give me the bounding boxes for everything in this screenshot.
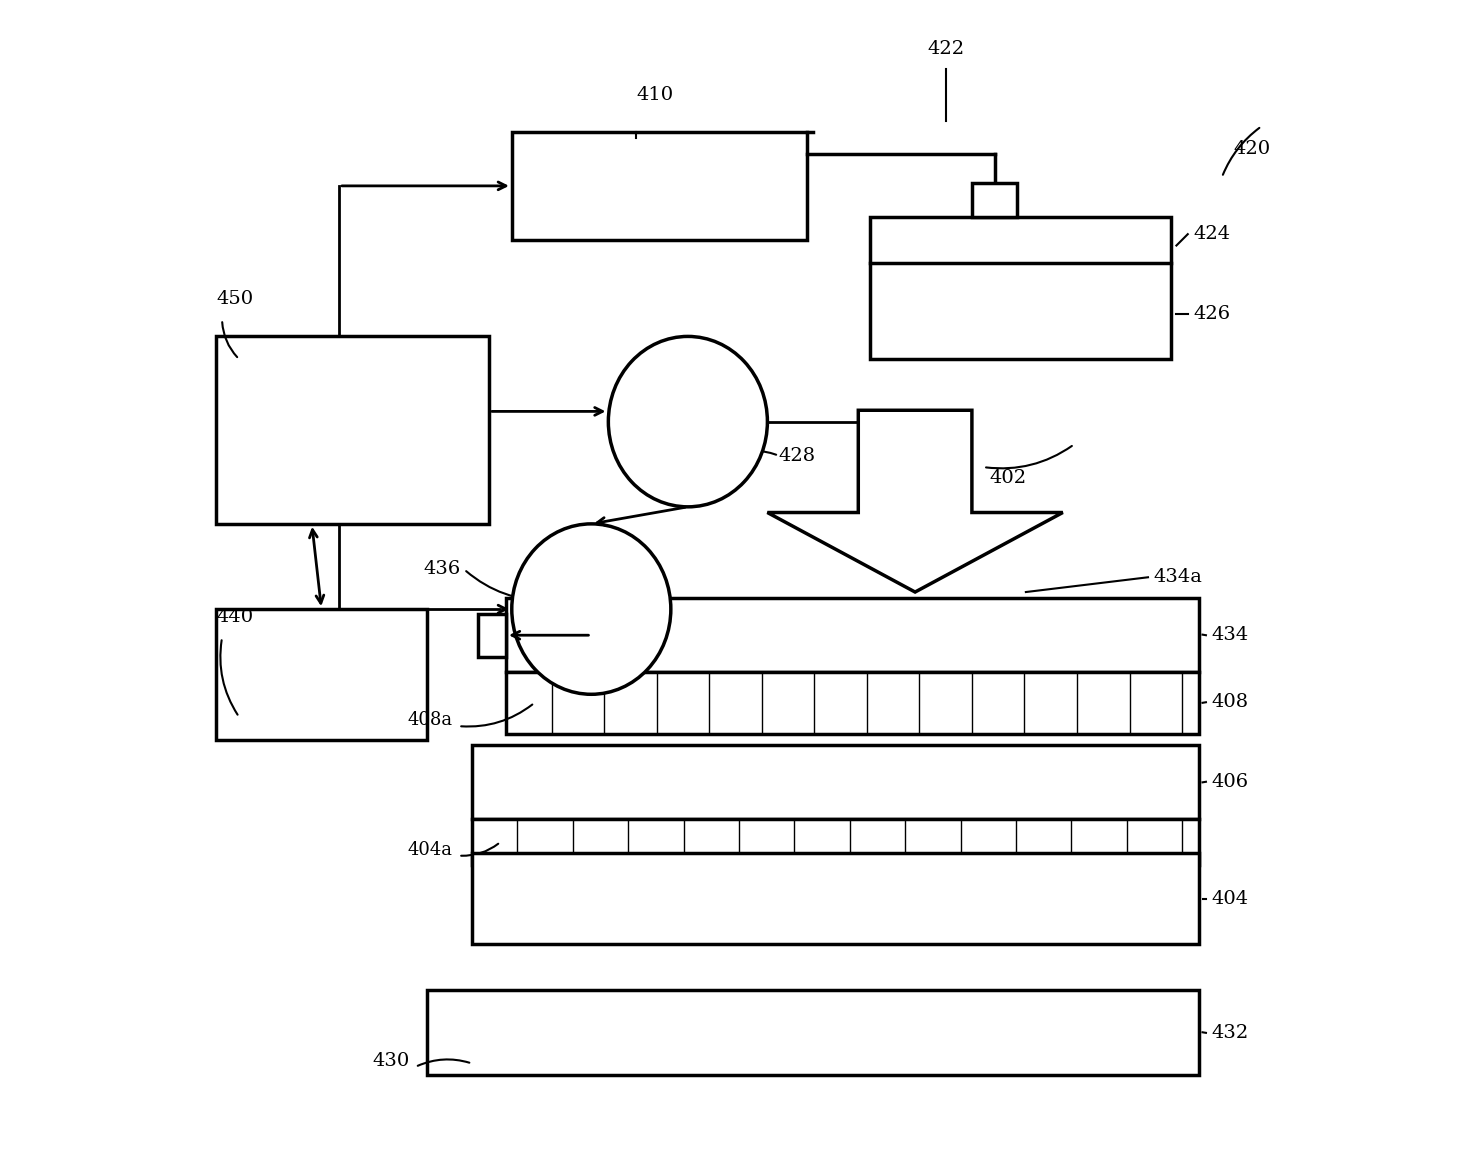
Text: 410: 410	[637, 85, 674, 104]
Bar	[973, 183, 1017, 217]
Text: 428: 428	[779, 446, 816, 465]
Bar	[505, 672, 1199, 734]
Bar	[471, 745, 1199, 819]
Bar	[216, 337, 489, 524]
Text: 424: 424	[1193, 225, 1231, 243]
Bar	[477, 614, 505, 657]
Polygon shape	[767, 411, 1063, 592]
Text: 430: 430	[372, 1052, 409, 1071]
Text: 408a: 408a	[408, 712, 452, 729]
Bar	[505, 598, 1199, 672]
Text: 440: 440	[216, 608, 254, 626]
Ellipse shape	[609, 337, 767, 507]
Text: 402: 402	[989, 469, 1026, 488]
Bar	[216, 610, 427, 739]
Text: 434a: 434a	[1154, 568, 1203, 586]
Text: 420: 420	[1233, 140, 1270, 158]
Text: 432: 432	[1212, 1024, 1249, 1042]
Text: 450: 450	[216, 290, 254, 308]
Bar	[427, 990, 1199, 1075]
Ellipse shape	[511, 524, 671, 695]
Text: 434: 434	[1212, 627, 1249, 644]
Bar	[511, 132, 807, 240]
Text: 404a: 404a	[408, 841, 452, 859]
Bar	[471, 853, 1199, 944]
Text: 408: 408	[1212, 693, 1249, 711]
Bar	[869, 217, 1171, 359]
Text: 404: 404	[1212, 890, 1249, 907]
Bar	[471, 819, 1199, 865]
Text: 426: 426	[1193, 305, 1231, 323]
Text: 436: 436	[423, 560, 461, 578]
Text: 422: 422	[927, 40, 964, 58]
Text: 406: 406	[1212, 773, 1249, 791]
